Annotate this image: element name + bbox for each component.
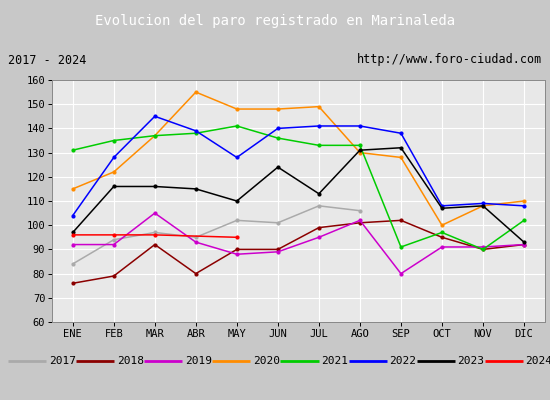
Text: 2020: 2020: [253, 356, 280, 366]
Text: 2021: 2021: [321, 356, 348, 366]
Text: Evolucion del paro registrado en Marinaleda: Evolucion del paro registrado en Marinal…: [95, 14, 455, 28]
Text: 2019: 2019: [185, 356, 212, 366]
Text: 2018: 2018: [117, 356, 144, 366]
Text: 2024: 2024: [525, 356, 550, 366]
Text: 2023: 2023: [458, 356, 485, 366]
Text: 2017 - 2024: 2017 - 2024: [8, 54, 87, 66]
Text: 2022: 2022: [389, 356, 416, 366]
Text: http://www.foro-ciudad.com: http://www.foro-ciudad.com: [356, 54, 542, 66]
Text: 2017: 2017: [49, 356, 76, 366]
